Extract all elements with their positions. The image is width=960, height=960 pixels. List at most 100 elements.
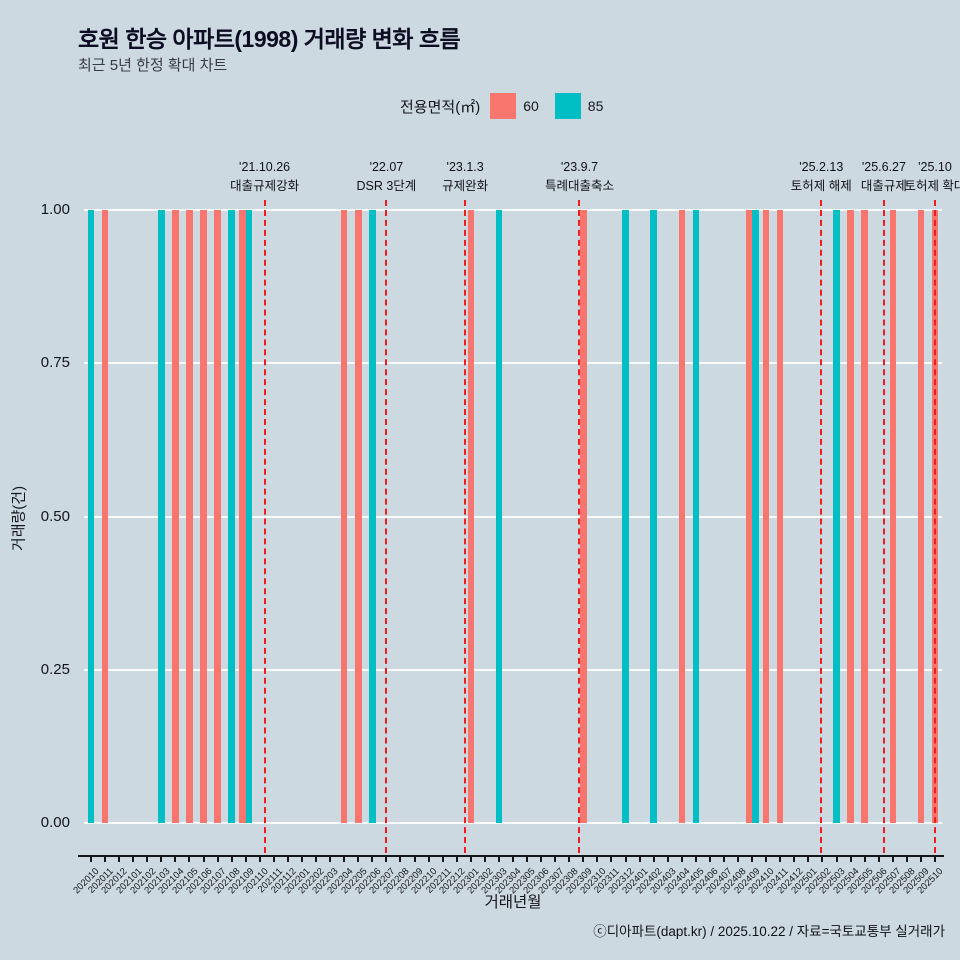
x-tick-202307 (554, 857, 557, 862)
event-line-6 (933, 200, 936, 853)
event-annotation-3: '23.9.7 특례대출축소 (545, 158, 614, 196)
x-tick-202410 (765, 857, 768, 862)
x-tick-202212 (455, 857, 458, 862)
y-tick-label-1.00: 1.00 (40, 201, 70, 218)
bar-85-202103 (158, 210, 165, 823)
bar-85-202409 (752, 210, 759, 823)
legend-title: 전용면적(㎡) (400, 98, 481, 116)
x-tick-202210 (427, 857, 430, 862)
bar-60-202109 (239, 210, 246, 823)
gridline-0.25 (84, 668, 942, 671)
x-tick-202204 (343, 857, 346, 862)
x-tick-202508 (905, 857, 908, 862)
x-tick-202104 (174, 857, 177, 862)
x-tick-202502 (821, 857, 824, 862)
x-tick-202504 (849, 857, 852, 862)
event-date-4: '25.2.13 (799, 160, 844, 174)
x-tick-202203 (329, 857, 332, 862)
x-tick-202205 (357, 857, 360, 862)
x-tick-202312 (624, 857, 627, 862)
x-tick-202107 (216, 857, 219, 862)
x-tick-202305 (526, 857, 529, 862)
bar-85-202503 (833, 210, 840, 823)
bar-85-202303 (495, 210, 503, 823)
x-tick-202402 (652, 857, 655, 862)
x-tick-202111 (272, 857, 275, 862)
event-date-1: '22.07 (369, 160, 404, 174)
legend-swatch-60 (490, 93, 517, 119)
x-tick-202506 (877, 857, 880, 862)
legend: 전용면적(㎡) 60 85 (400, 92, 619, 120)
x-tick-202406 (708, 857, 711, 862)
event-annotation-5: '25.6.27 대출규제 (861, 158, 907, 196)
bar-60-202011 (101, 210, 109, 823)
gridline-0.00 (84, 822, 942, 824)
page-subtitle: 최근 5년 한정 확대 차트 (78, 57, 228, 74)
event-text-1: DSR 3단계 (356, 179, 417, 193)
x-tick-202209 (413, 857, 416, 862)
x-tick-202401 (638, 857, 641, 862)
x-tick-202010 (90, 857, 93, 862)
x-tick-202012 (118, 857, 121, 862)
event-date-0: '21.10.26 (239, 160, 291, 174)
x-tick-202201 (301, 857, 304, 862)
bar-85-202402 (650, 210, 657, 823)
event-annotation-4: '25.2.13 토허제 해제 (791, 158, 852, 196)
event-text-2: 규제완화 (442, 179, 489, 193)
event-line-0 (263, 200, 266, 853)
event-line-4 (820, 200, 823, 853)
bar-60-202104 (172, 210, 179, 823)
x-axis-line (78, 855, 944, 857)
bar-60-202106 (200, 210, 207, 823)
event-annotation-6: '25.10 토허제 확대 (904, 158, 960, 196)
x-tick-202507 (891, 857, 894, 862)
gridline-1.00 (84, 209, 942, 211)
bar-85-202010 (87, 210, 95, 823)
x-tick-202109 (244, 857, 247, 862)
bar-85-202109 (245, 210, 253, 823)
page-title: 호원 한승 아파트(1998) 거래량 변화 흐름 (78, 26, 461, 52)
bar-85-202405 (692, 210, 700, 823)
y-tick-label-0.50: 0.50 (40, 507, 70, 525)
bar-60-202410 (762, 210, 770, 823)
x-tick-202306 (540, 857, 543, 862)
bar-60-202105 (186, 210, 193, 823)
x-tick-202308 (568, 857, 571, 862)
y-axis-title: 거래량(건) (10, 485, 28, 552)
credit-line: ⓒ디아파트(dapt.kr) / 2025.10.22 / 자료=국토교통부 실… (593, 924, 945, 939)
x-tick-202103 (160, 857, 163, 862)
bar-60-202301 (467, 210, 475, 823)
x-tick-202207 (385, 857, 388, 862)
x-tick-202301 (469, 857, 472, 862)
legend-item-60: 60 (490, 93, 539, 119)
event-text-3: 특례대출축소 (544, 179, 614, 193)
x-tick-202510 (933, 857, 936, 862)
legend-label-85: 85 (587, 98, 604, 114)
legend-label-60: 60 (523, 98, 539, 114)
bar-60-202205 (355, 210, 362, 823)
x-tick-202310 (596, 857, 599, 862)
event-date-2: '23.1.3 (446, 160, 484, 174)
x-tick-202503 (835, 857, 838, 862)
x-tick-202509 (919, 857, 922, 862)
x-tick-202501 (807, 857, 810, 862)
bar-85-202312 (622, 210, 629, 823)
x-tick-202407 (722, 857, 725, 862)
event-text-0: 대출규제강화 (230, 179, 300, 193)
event-line-3 (578, 200, 581, 853)
x-tick-202105 (188, 857, 191, 862)
x-tick-202202 (315, 857, 318, 862)
event-date-3: '23.9.7 (560, 160, 599, 174)
gridline-0.50 (84, 515, 942, 518)
x-tick-202108 (230, 857, 233, 862)
x-tick-202106 (202, 857, 205, 862)
event-date-6: '25.10 (918, 160, 952, 174)
event-annotation-2: '23.1.3 규제완화 (442, 158, 488, 196)
event-line-1 (385, 200, 388, 853)
legend-swatch-85 (554, 93, 581, 119)
y-tick-label-0.25: 0.25 (40, 660, 70, 678)
bar-60-202509 (917, 210, 925, 823)
y-tick-label-0.00: 0.00 (40, 814, 70, 831)
